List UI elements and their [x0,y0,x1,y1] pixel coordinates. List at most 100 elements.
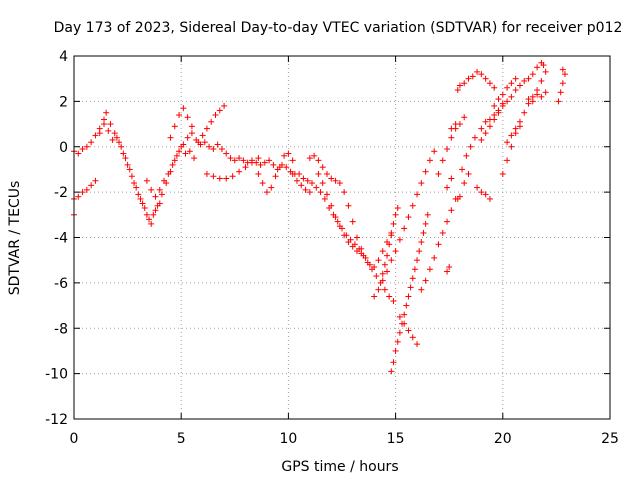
data-point [156,186,163,193]
data-point [525,96,532,103]
data-point [418,286,425,293]
data-point [439,229,446,236]
data-point [354,248,361,255]
data-point [446,263,453,270]
data-point [328,175,335,182]
data-point [414,341,421,348]
data-point [223,175,230,182]
y-tick-label: -10 [45,367,68,383]
data-point [263,189,270,196]
data-point [208,118,215,125]
data-point [405,214,412,221]
data-point [409,202,416,209]
data-point [240,157,247,164]
data-point [148,220,155,227]
data-point [478,125,485,132]
data-point [381,261,388,268]
data-point [296,170,303,177]
data-point [540,62,547,69]
data-point [414,257,421,264]
data-point [214,141,221,148]
y-tick-label: 2 [59,94,68,110]
data-point [371,263,378,270]
data-point [401,311,408,318]
data-point [465,170,472,177]
data-point [542,89,549,96]
data-point [426,157,433,164]
data-point [386,241,393,248]
data-point [373,273,380,280]
data-point [504,139,511,146]
data-point [405,293,412,300]
data-point [461,180,468,187]
data-point [448,207,455,214]
data-point [396,329,403,336]
data-point [499,91,506,98]
data-point [306,155,313,162]
data-point [195,139,202,146]
data-point [186,148,193,155]
data-point [482,118,489,125]
data-point [242,164,249,171]
data-point [199,132,206,139]
data-point [255,155,262,162]
data-point [469,73,476,80]
data-point [203,125,210,132]
data-point [394,338,401,345]
data-point [521,77,528,84]
data-point [218,146,225,153]
data-point [386,293,393,300]
data-point [465,75,472,82]
data-point [371,293,378,300]
data-point [158,191,165,198]
data-point [482,75,489,82]
data-point [512,125,519,132]
data-point [109,136,116,143]
data-point [212,111,219,118]
data-point [379,248,386,255]
data-point [276,164,283,171]
data-point [83,186,90,193]
data-point [319,164,326,171]
data-point [409,275,416,282]
data-point [426,266,433,273]
data-point [236,168,243,175]
data-point [414,191,421,198]
y-tick-label: 4 [59,49,68,65]
data-point [401,225,408,232]
data-point [392,347,399,354]
data-point [150,211,157,218]
data-point [146,216,153,223]
data-point [281,152,288,159]
y-tick-label: -12 [45,412,68,428]
data-point [454,195,461,202]
data-point [390,220,397,227]
data-point [495,96,502,103]
data-point [420,229,427,236]
data-point [491,116,498,123]
data-point [422,220,429,227]
data-point [448,134,455,141]
data-point [161,177,168,184]
data-point [439,157,446,164]
y-tick-label: -8 [54,321,68,337]
data-point [171,123,178,130]
data-point [448,125,455,132]
data-point [203,170,210,177]
data-point [268,184,275,191]
data-point [416,248,423,255]
data-point [332,177,339,184]
data-point [394,205,401,212]
data-point [216,175,223,182]
data-point [103,109,110,116]
data-point [289,157,296,164]
data-point [229,173,236,180]
data-point [184,134,191,141]
data-point [227,155,234,162]
data-point [92,132,99,139]
data-point [418,180,425,187]
data-point [152,207,159,214]
data-point [504,157,511,164]
data-point [409,334,416,341]
data-point [405,327,412,334]
